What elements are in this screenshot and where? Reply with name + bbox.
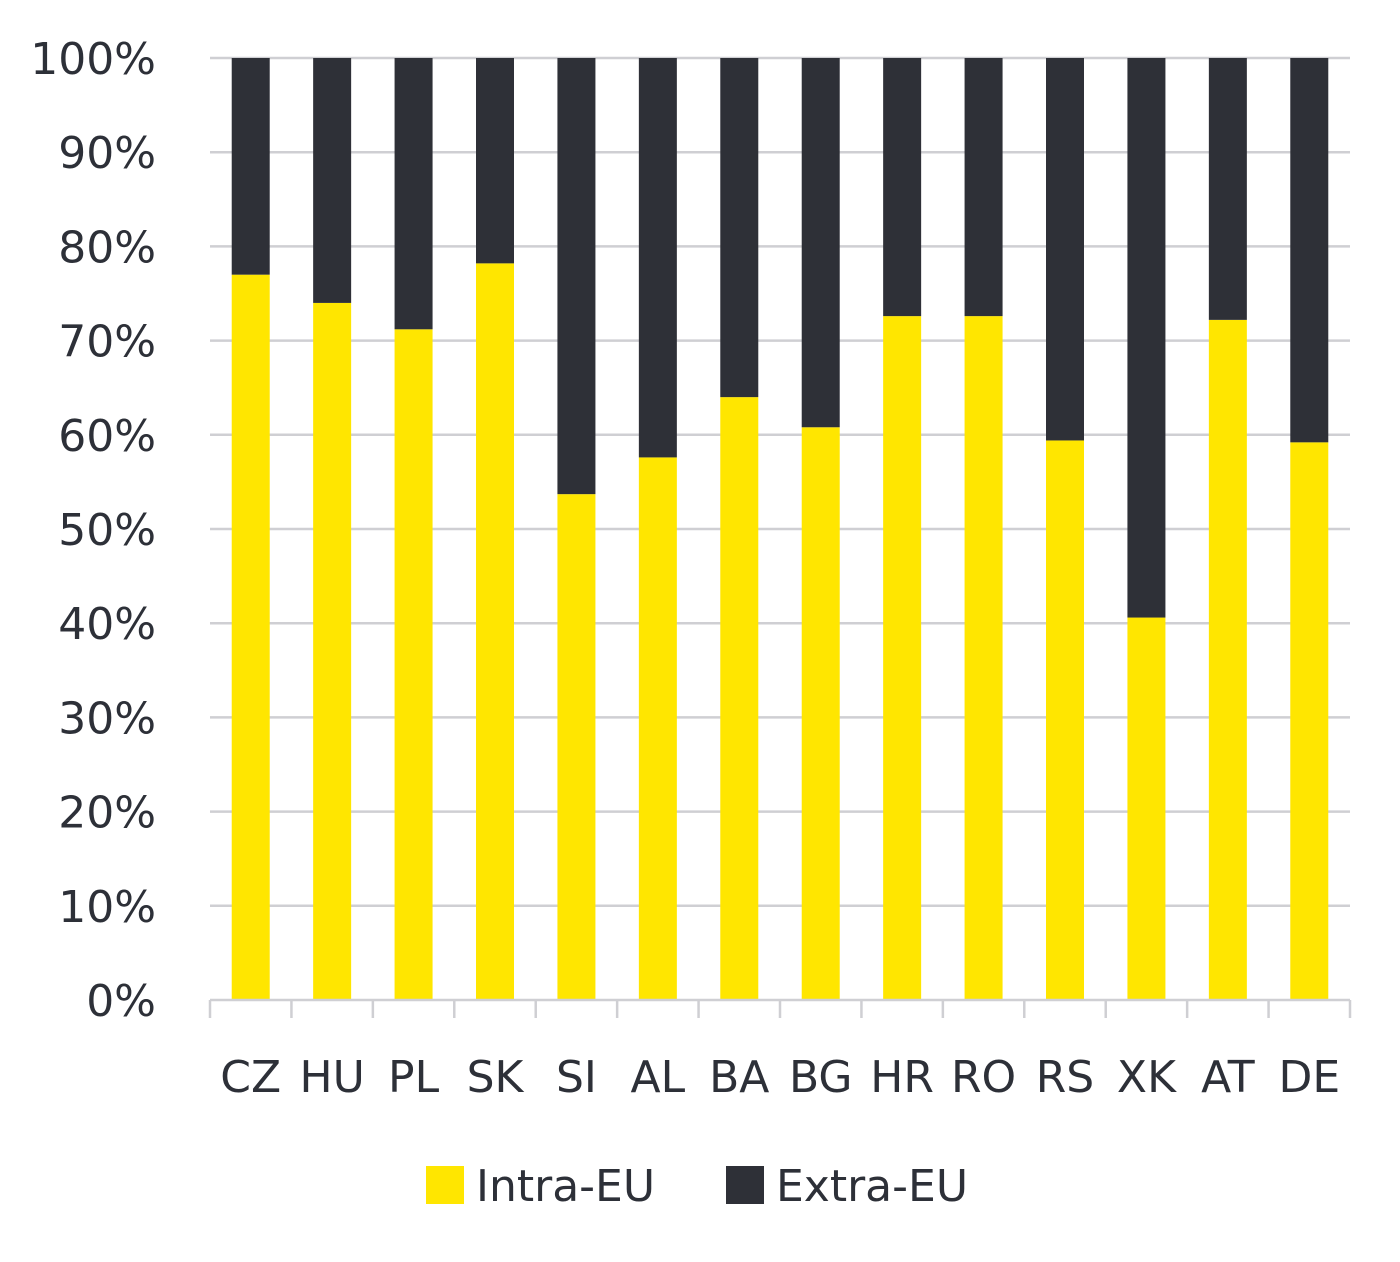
- x-category-label: XK: [1117, 1052, 1177, 1103]
- y-tick-label: 40%: [58, 599, 156, 650]
- gridlines: [210, 56, 1350, 908]
- bar-extra-eu-xk: [1127, 58, 1166, 618]
- x-category-label: HR: [870, 1052, 934, 1103]
- bar-extra-eu-hu: [313, 58, 352, 303]
- x-category-label: RS: [1036, 1052, 1095, 1103]
- bar-intra-eu-hr: [883, 316, 922, 1000]
- y-tick-label: 80%: [58, 222, 156, 273]
- legend-label-extra-eu: Extra-EU: [776, 1161, 968, 1212]
- bar-extra-eu-cz: [231, 58, 270, 275]
- bar-intra-eu-xk: [1127, 617, 1166, 1000]
- x-category-label: AL: [631, 1052, 686, 1103]
- bar-extra-eu-rs: [1046, 58, 1084, 441]
- y-tick-label: 60%: [58, 411, 156, 462]
- y-tick-label: 10%: [58, 882, 156, 933]
- x-category-label: SK: [467, 1052, 525, 1103]
- y-tick-label: 90%: [58, 128, 156, 179]
- bar-intra-eu-hu: [313, 302, 352, 1000]
- legend-swatch-intra-eu: [426, 1166, 464, 1204]
- bar-extra-eu-ba: [720, 58, 759, 398]
- y-tick-label: 20%: [58, 788, 156, 839]
- x-category-label: CZ: [220, 1052, 281, 1103]
- bar-extra-eu-pl: [394, 58, 433, 330]
- x-axis-category-labels: CZ HU PL SK SI AL BA BG HR RO RS XK AT DE: [220, 1052, 1340, 1103]
- y-tick-label: 100%: [30, 34, 156, 85]
- y-axis-tick-labels: 0% 10% 20% 30% 40% 50% 60% 70% 80% 90% 100%: [30, 34, 156, 1027]
- bar-intra-eu-al: [638, 457, 677, 1001]
- bar-intra-eu-pl: [394, 329, 433, 1000]
- x-category-label: DE: [1278, 1052, 1340, 1103]
- bar-extra-eu-de: [1290, 58, 1329, 443]
- bar-extra-eu-ro: [964, 58, 1003, 317]
- bar-intra-eu-cz: [231, 274, 270, 1000]
- x-category-label: PL: [388, 1052, 440, 1103]
- x-category-label: RO: [951, 1052, 1016, 1103]
- bar-extra-eu-at: [1208, 58, 1247, 320]
- bar-intra-eu-de: [1290, 442, 1329, 1000]
- y-tick-label: 30%: [58, 693, 156, 744]
- y-tick-label: 0%: [86, 976, 156, 1027]
- bar-extra-eu-si: [557, 58, 596, 495]
- legend: Intra-EU Extra-EU: [426, 1161, 968, 1212]
- bar-extra-eu-al: [638, 58, 677, 458]
- y-tick-label: 50%: [58, 505, 156, 556]
- x-category-label: BG: [789, 1052, 853, 1103]
- bar-intra-eu-bg: [801, 427, 840, 1000]
- bar-intra-eu-at: [1208, 319, 1247, 1001]
- x-category-label: HU: [299, 1052, 364, 1103]
- bars: [231, 58, 1329, 1001]
- bar-extra-eu-hr: [883, 58, 922, 317]
- bar-intra-eu-ba: [720, 397, 759, 1000]
- bar-extra-eu-bg: [801, 58, 840, 428]
- x-category-label: AT: [1201, 1052, 1255, 1103]
- bar-intra-eu-rs: [1046, 440, 1084, 1000]
- bar-extra-eu-sk: [476, 58, 514, 264]
- bar-intra-eu-ro: [964, 316, 1003, 1000]
- legend-swatch-extra-eu: [726, 1166, 764, 1204]
- legend-label-intra-eu: Intra-EU: [476, 1161, 655, 1212]
- y-tick-label: 70%: [58, 317, 156, 368]
- x-axis: [208, 998, 1352, 1018]
- x-category-label: SI: [556, 1052, 597, 1103]
- x-category-label: BA: [709, 1052, 769, 1103]
- bar-intra-eu-sk: [476, 263, 514, 1001]
- bar-intra-eu-si: [557, 494, 596, 1000]
